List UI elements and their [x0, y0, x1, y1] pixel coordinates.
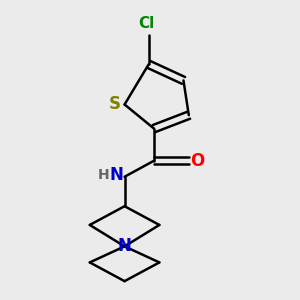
Text: S: S	[109, 95, 121, 113]
Text: H: H	[98, 168, 110, 182]
Text: N: N	[110, 167, 124, 184]
Text: Cl: Cl	[138, 16, 154, 31]
Text: O: O	[190, 152, 204, 170]
Text: N: N	[118, 237, 131, 255]
